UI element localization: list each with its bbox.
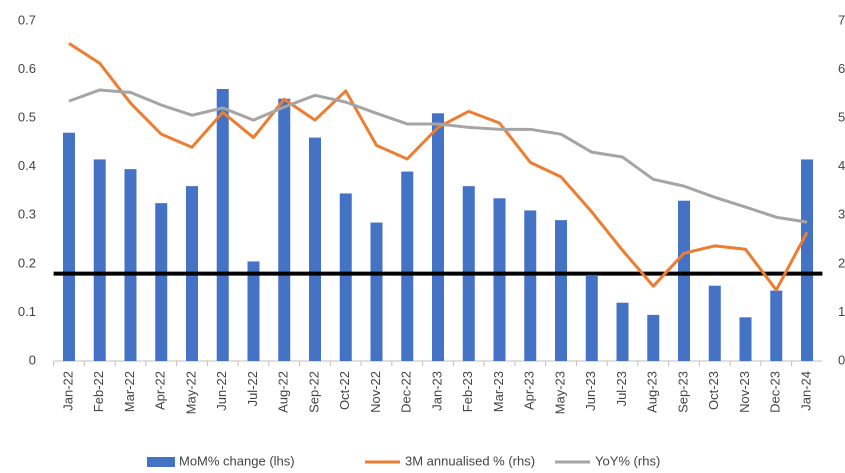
x-tick-label: Nov-23 bbox=[737, 371, 752, 413]
y2-tick-label: 1 bbox=[838, 304, 845, 319]
y-tick-label: 0.5 bbox=[18, 110, 36, 125]
bar bbox=[432, 113, 444, 362]
y2-tick-label: 6 bbox=[838, 61, 845, 76]
bar bbox=[93, 159, 106, 361]
bar bbox=[801, 159, 814, 361]
x-tick-label: Apr-23 bbox=[522, 371, 537, 410]
x-tick-label: Sep-23 bbox=[675, 371, 690, 413]
bar bbox=[308, 137, 321, 361]
x-tick-label: Aug-22 bbox=[276, 371, 291, 413]
x-tick-label: Dec-23 bbox=[768, 371, 783, 413]
x-tick-label: May-22 bbox=[183, 371, 198, 414]
bar bbox=[62, 132, 75, 361]
x-tick-label: Jun-22 bbox=[214, 371, 229, 411]
bar bbox=[155, 203, 168, 361]
bar bbox=[708, 285, 721, 361]
x-tick-label: Aug-23 bbox=[645, 371, 660, 413]
x-tick-label: Jan-24 bbox=[798, 371, 813, 411]
y-tick-label: 0.4 bbox=[18, 158, 36, 173]
line-series bbox=[68, 88, 808, 224]
x-tick-label: Mar-22 bbox=[122, 371, 137, 412]
y2-tick-label: 0 bbox=[838, 352, 845, 367]
x-tick-label: Jun-23 bbox=[583, 371, 598, 411]
legend-label: MoM% change (lhs) bbox=[179, 453, 295, 468]
x-tick-label: Jul-23 bbox=[614, 371, 629, 406]
y2-tick-label: 3 bbox=[838, 207, 845, 222]
y2-tick-label: 4 bbox=[838, 158, 845, 173]
y-tick-label: 0.2 bbox=[18, 255, 36, 270]
x-tick-label: Nov-22 bbox=[368, 371, 383, 413]
legend-swatch bbox=[147, 457, 175, 467]
y-tick-label: 0.1 bbox=[18, 304, 36, 319]
bar bbox=[678, 200, 691, 361]
y-tick-label: 0.3 bbox=[18, 207, 36, 222]
x-tick-label: Feb-22 bbox=[91, 371, 106, 412]
bar bbox=[770, 290, 783, 361]
line-series bbox=[68, 42, 809, 292]
y-tick-label: 0 bbox=[29, 352, 36, 367]
x-tick-label: Jan-23 bbox=[429, 371, 444, 411]
y-tick-label: 0.7 bbox=[18, 12, 36, 27]
x-tick-label: Sep-22 bbox=[306, 371, 321, 413]
x-tick-label: Oct-23 bbox=[706, 371, 721, 410]
bar bbox=[247, 261, 260, 361]
y2-tick-label: 7 bbox=[838, 12, 845, 27]
x-tick-label: Mar-23 bbox=[491, 371, 506, 412]
y-tick-label: 0.6 bbox=[18, 61, 36, 76]
y2-tick-label: 5 bbox=[838, 110, 845, 125]
bar bbox=[555, 220, 568, 361]
bar bbox=[616, 302, 629, 361]
y2-tick-label: 2 bbox=[838, 255, 845, 270]
legend-label: 3M annualised % (rhs) bbox=[405, 453, 535, 468]
x-tick-label: Feb-23 bbox=[460, 371, 475, 412]
bar bbox=[524, 210, 537, 361]
x-tick-label: Oct-22 bbox=[337, 371, 352, 410]
bar bbox=[278, 98, 291, 361]
bar bbox=[124, 169, 137, 361]
bar bbox=[370, 222, 383, 361]
bar bbox=[647, 314, 660, 361]
x-tick-label: Dec-22 bbox=[399, 371, 414, 413]
bar bbox=[401, 171, 414, 361]
bar bbox=[339, 193, 352, 361]
legend-label: YoY% (rhs) bbox=[595, 453, 660, 468]
bar bbox=[216, 89, 229, 361]
x-tick-label: May-23 bbox=[552, 371, 567, 414]
x-tick-label: Jul-22 bbox=[245, 371, 260, 406]
bar bbox=[493, 198, 506, 361]
bar bbox=[739, 317, 752, 361]
bar bbox=[585, 276, 598, 361]
x-tick-label: Apr-22 bbox=[153, 371, 168, 410]
x-tick-label: Jan-22 bbox=[60, 371, 75, 411]
